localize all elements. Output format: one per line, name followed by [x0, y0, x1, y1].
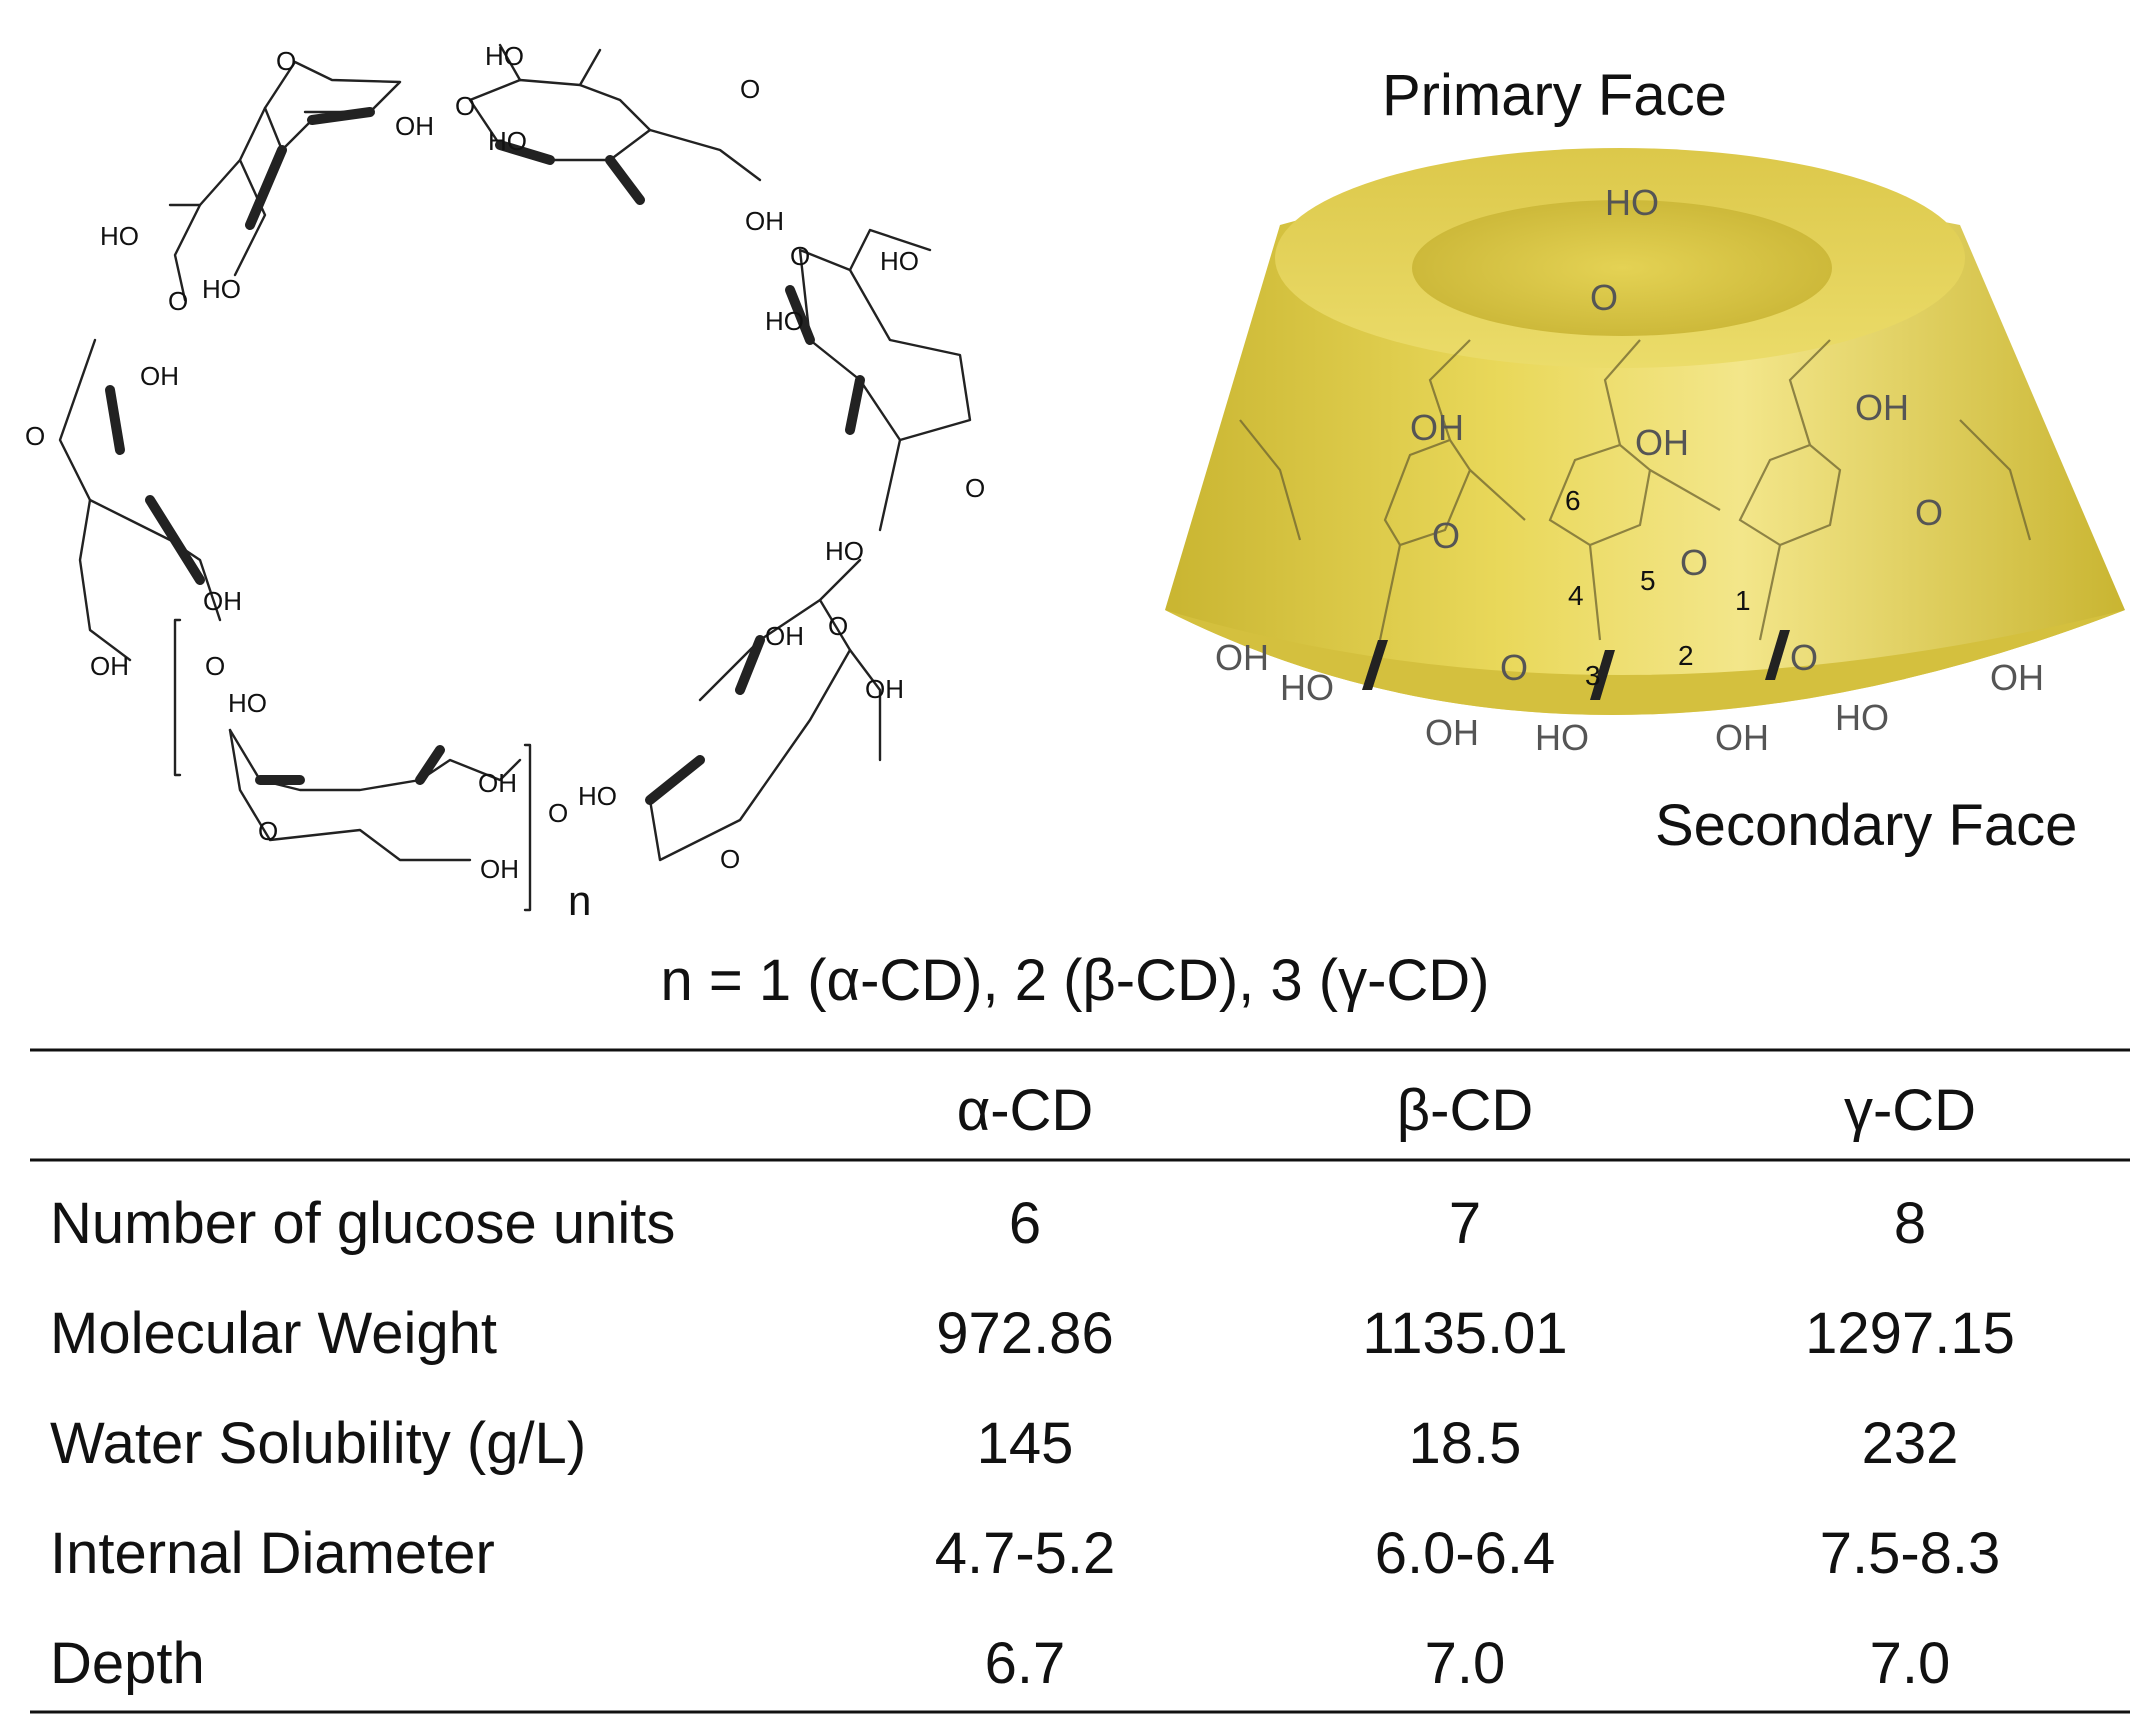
cyclodextrin-structure-drawing [58, 43, 972, 912]
oh-label: OH [480, 854, 519, 884]
oh-label: OH [395, 111, 434, 141]
table-row: Water Solubility (g/L) 145 18.5 232 [50, 1411, 1958, 1476]
o-label: O [720, 844, 740, 874]
oh-label: OH [140, 361, 179, 391]
atom-number-2: 2 [1678, 640, 1694, 671]
caption: n = 1 (α-CD), 2 (β-CD), 3 (γ-CD) [661, 948, 1490, 1013]
cone-oh-label: OH [1215, 637, 1269, 678]
ho-label: HO [228, 688, 267, 718]
ho-label: HO [578, 781, 617, 811]
ho-label: HO [825, 536, 864, 566]
table-row: Number of glucose units 6 7 8 [50, 1191, 1926, 1256]
cone-oh-label: OH [1990, 657, 2044, 698]
ho-label: HO [100, 221, 139, 251]
ho-label: HO [880, 246, 919, 276]
table-row: Depth 6.7 7.0 7.0 [50, 1631, 1950, 1696]
cell: 8 [1894, 1191, 1926, 1256]
cone-ho-label: HO [1280, 667, 1334, 708]
o-label: O [548, 798, 568, 828]
cell: 4.7-5.2 [935, 1521, 1116, 1586]
ho-label: HO [488, 126, 527, 156]
primary-face-label: Primary Face [1382, 63, 1727, 128]
cone-oh-label: OH [1855, 387, 1909, 428]
row-label: Water Solubility (g/L) [50, 1411, 586, 1476]
cell: 972.86 [936, 1301, 1113, 1366]
ho-label: HO [485, 41, 524, 71]
ho-label: HO [202, 274, 241, 304]
o-label: O [828, 611, 848, 641]
n-subscript: n [568, 877, 591, 924]
properties-table: α-CD β-CD γ-CD Number of glucose units 6… [30, 1048, 2130, 1714]
atom-number-6: 6 [1565, 485, 1581, 516]
cone-ho-label: HO [1535, 717, 1589, 758]
cone-o-label: O [1680, 542, 1708, 583]
cone-o-label: O [1915, 492, 1943, 533]
oh-label: OH [203, 586, 242, 616]
o-label: O [25, 421, 45, 451]
cone-ho-label: HO [1605, 182, 1659, 223]
o-label: O [276, 46, 296, 76]
oh-label: OH [765, 621, 804, 651]
row-label: Depth [50, 1631, 205, 1696]
atom-number-5: 5 [1640, 565, 1656, 596]
cell: 1135.01 [1362, 1301, 1567, 1366]
o-label: O [740, 74, 760, 104]
cone-oh-label: OH [1425, 712, 1479, 753]
cell: 7.0 [1425, 1631, 1506, 1696]
cone-o-label: O [1500, 647, 1528, 688]
cell: 6.0-6.4 [1375, 1521, 1556, 1586]
cell: 145 [977, 1411, 1074, 1476]
col-header-beta: β-CD [1397, 1078, 1533, 1143]
cell: 6 [1009, 1191, 1041, 1256]
cone-o-label: O [1590, 277, 1618, 318]
o-label: O [258, 816, 278, 846]
col-header-alpha: α-CD [957, 1078, 1094, 1143]
table-row: Molecular Weight 972.86 1135.01 1297.15 [50, 1301, 2015, 1366]
cell: 7.0 [1870, 1631, 1951, 1696]
cell: 7.5-8.3 [1820, 1521, 2001, 1586]
col-header-gamma: γ-CD [1844, 1078, 1976, 1143]
ho-label: HO [765, 306, 804, 336]
cone-o-label: O [1790, 637, 1818, 678]
o-label: O [965, 473, 985, 503]
oh-label: OH [90, 651, 129, 681]
oh-label: OH [478, 768, 517, 798]
cell: 232 [1862, 1411, 1959, 1476]
o-label: O [205, 651, 225, 681]
cyclodextrin-cone: HO OH OH OH O O O O O O OH HO OH HO OH H… [1165, 63, 2125, 858]
cell: 7 [1449, 1191, 1481, 1256]
cone-oh-label: OH [1410, 407, 1464, 448]
oh-label: OH [865, 674, 904, 704]
cone-ho-label: HO [1835, 697, 1889, 738]
atom-number-4: 4 [1568, 580, 1584, 611]
cell: 18.5 [1409, 1411, 1522, 1476]
o-label: O [455, 91, 475, 121]
row-label: Molecular Weight [50, 1301, 497, 1366]
cell: 1297.15 [1805, 1301, 2015, 1366]
o-label: O [790, 241, 810, 271]
atom-number-3: 3 [1585, 660, 1601, 691]
o-label: O [168, 286, 188, 316]
table-row: Internal Diameter 4.7-5.2 6.0-6.4 7.5-8.… [50, 1521, 2000, 1586]
cell: 6.7 [985, 1631, 1066, 1696]
structure-labels: O OH HO HO O O HO HO O OH O HO HO OH O O… [25, 41, 985, 924]
row-label: Number of glucose units [50, 1191, 675, 1256]
oh-label: OH [745, 206, 784, 236]
row-label: Internal Diameter [50, 1521, 495, 1586]
atom-number-1: 1 [1735, 585, 1751, 616]
cone-oh-label: OH [1635, 422, 1689, 463]
cone-oh-label: OH [1715, 717, 1769, 758]
secondary-face-label: Secondary Face [1655, 793, 2077, 858]
cone-o-label: O [1432, 515, 1460, 556]
